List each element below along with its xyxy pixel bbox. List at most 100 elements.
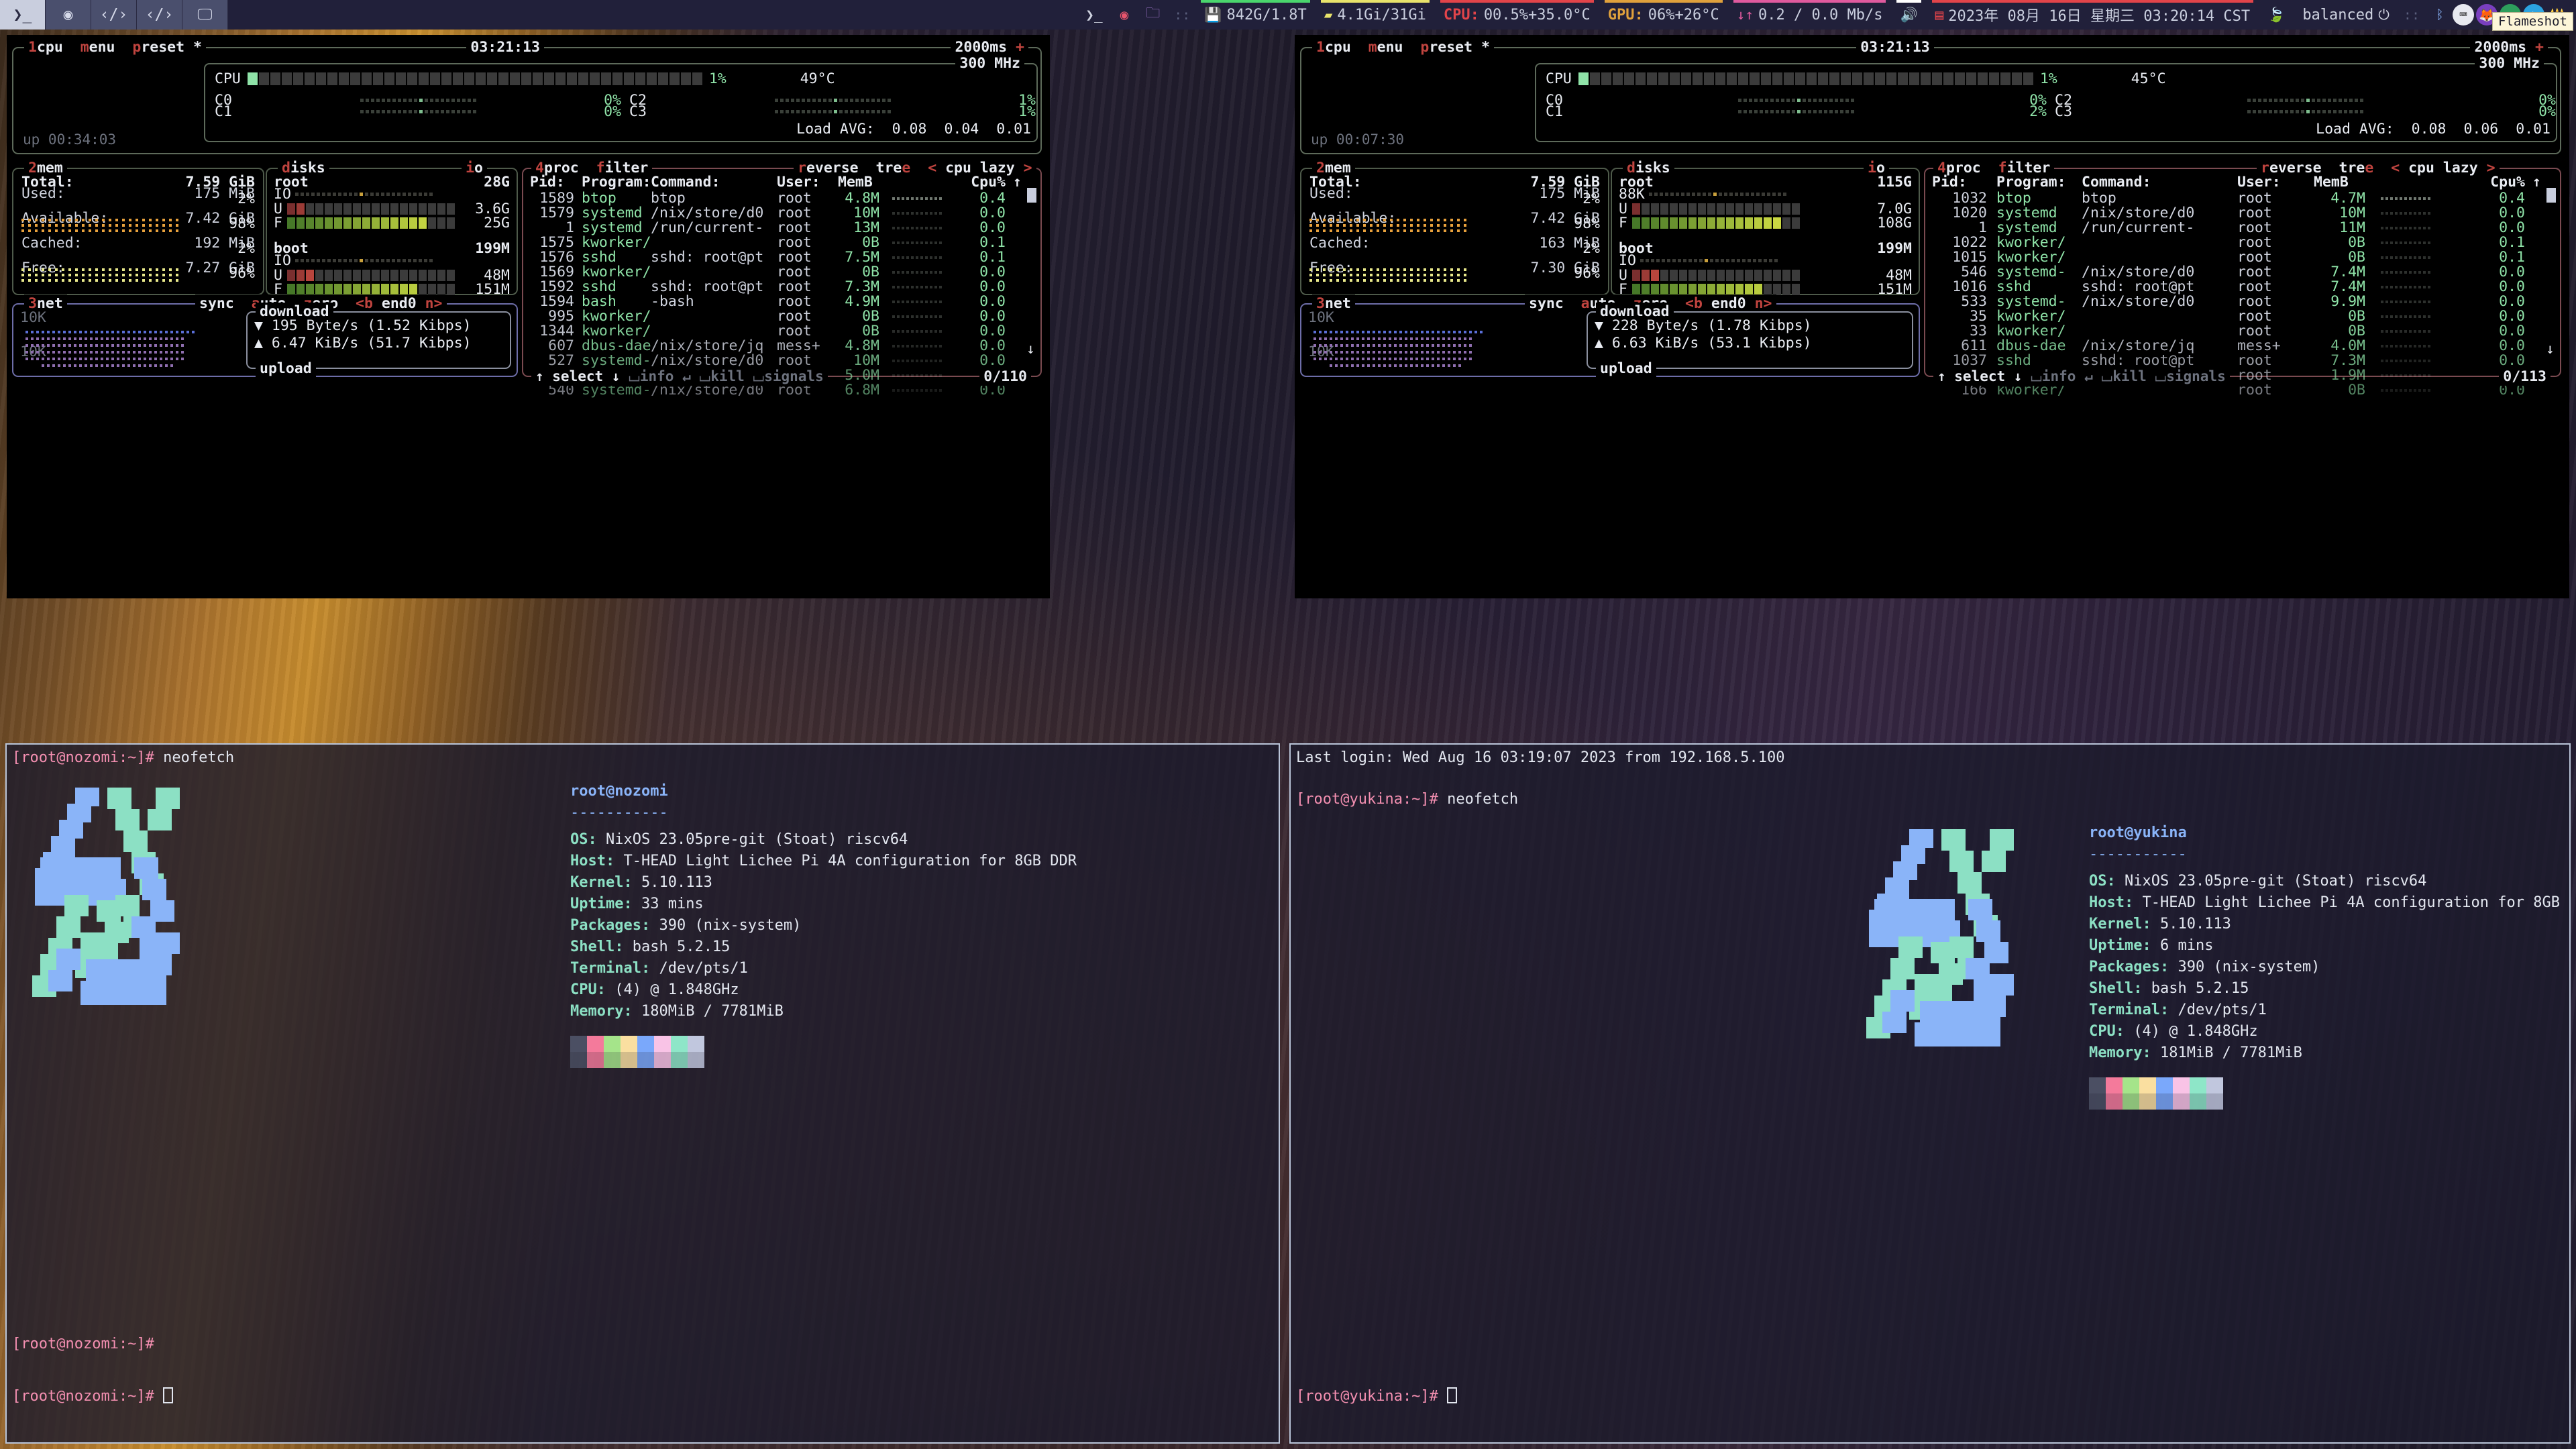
proc-row[interactable]: 1022 kworker/root 0B 0.1: [1932, 233, 2542, 251]
bluetooth-icon[interactable]: ᛒ: [2436, 7, 2444, 22]
proc-scroll-down-icon[interactable]: ↓: [2546, 341, 2555, 358]
btop-proc-box[interactable]: 4proc filter reverse tree < cpu lazy > Pid…: [1924, 159, 2561, 398]
shell-icon[interactable]: ❯_: [1077, 0, 1111, 30]
btop-mem-box[interactable]: 2mem Total: 7.59 GiB Used: 175 MiB 2% Availabl…: [12, 159, 264, 295]
net-sync-button[interactable]: sync: [1529, 295, 1564, 312]
proc-header-2[interactable]: Command:: [2082, 174, 2151, 191]
mem-row-graph-2: [1309, 219, 1468, 233]
btop-interval[interactable]: 2000ms +: [2470, 38, 2548, 56]
proc-header-4[interactable]: MemB: [838, 174, 873, 191]
proc-row[interactable]: 1344 kworker/root 0B 0.0: [530, 322, 1023, 339]
btop-disks-box[interactable]: disks io root 115G 88K U 7.0G F 108G boot 199M IO U 4…: [1611, 159, 1920, 298]
stat-memory[interactable]: ▰ 4.1Gi/31Gi: [1316, 0, 1435, 30]
disk-free-bar-1: [286, 284, 455, 295]
code-launcher-2[interactable]: ‹/›: [137, 0, 182, 30]
browser-launcher[interactable]: ◉: [46, 0, 91, 30]
proc-filter-button[interactable]: ilter: [604, 160, 649, 176]
proc-row[interactable]: 1579 systemd/nix/store/d0 root 10M 0.0: [530, 204, 1023, 221]
neofetch-info-key: Kernel:: [2089, 916, 2151, 932]
btop-mem-box[interactable]: 2mem Total: 7.59 GiB Used: 175 MiB 2% Availabl…: [1300, 159, 1609, 295]
proc-row[interactable]: 546 systemd- /nix/store/d0 root 7.4M 0.0: [1932, 263, 2542, 280]
proc-row[interactable]: 33 kworker/root 0B 0.0: [1932, 322, 2542, 339]
cpu-frequency: 300 MHz: [955, 54, 1024, 72]
terminal-launcher[interactable]: ❯_: [0, 0, 46, 30]
terminal-window-right[interactable]: Last login: Wed Aug 16 03:19:07 2023 fro…: [1289, 743, 2571, 1444]
btop-window-left[interactable]: 1cpu menu preset * 03:21:13 2000ms + up 00:…: [7, 35, 1050, 598]
proc-row[interactable]: 1569 kworker/root 0B 0.0: [530, 263, 1023, 280]
proc-header-2[interactable]: Command:: [651, 174, 720, 191]
proc-header-5[interactable]: Cpu%: [971, 174, 1006, 191]
proc-header-1[interactable]: Program:: [582, 174, 651, 191]
proc-row[interactable]: 607 dbus-dae/nix/store/jq mess+ 4.8M 0.0: [530, 337, 1023, 354]
browser-icon[interactable]: ◉: [1112, 0, 1138, 30]
proc-row[interactable]: 611 dbus-dae/nix/store/jq mess+ 4.0M 0.0: [1932, 337, 2542, 354]
prompt-line-bottom[interactable]: [root@yukina:~]#: [1296, 1386, 1458, 1407]
proc-row[interactable]: 1037 sshd sshd: root@pt root 7.3M 0.0: [1932, 352, 2542, 369]
battery-indicator[interactable]: 🍃: [2259, 0, 2294, 30]
neofetch-info-value: (4) @ 1.848GHz: [2124, 1023, 2258, 1040]
menu-label[interactable]: enu: [1377, 39, 1403, 56]
display-launcher[interactable]: 🖵: [182, 0, 228, 30]
btop-proc-box[interactable]: 4proc filter reverse tree < cpu lazy > Pid…: [522, 159, 1042, 398]
proc-reverse-button[interactable]: everse: [806, 160, 859, 176]
proc-tree-button[interactable]: tre: [875, 160, 902, 176]
proc-row[interactable]: 1 systemd/run/current-root 13M 0.0: [530, 219, 1023, 236]
proc-scroll-down-icon[interactable]: ↓: [1026, 341, 1035, 358]
proc-header-3[interactable]: User:: [2237, 174, 2281, 191]
preset-label[interactable]: reset *: [141, 39, 202, 56]
net-iface-selector[interactable]: <b end0 n>: [356, 295, 443, 312]
proc-row[interactable]: 1 systemd/run/current-root 11M 0.0: [1932, 219, 2542, 236]
stat-volume[interactable]: 🔊: [1891, 0, 1926, 30]
btop-window-right[interactable]: 1cpu menu preset * 03:21:13 2000ms + up 00:…: [1295, 35, 2569, 598]
proc-row[interactable]: 1589 btop btop root 4.8M 0.4: [530, 189, 1023, 207]
proc-row[interactable]: 533 systemd- /nix/store/d0 root 9.9M 0.0: [1932, 292, 2542, 310]
stat-network[interactable]: ↓↑ 0.2 / 0.0 Mb/s: [1728, 0, 1892, 30]
proc-sort-selector[interactable]: < cpu lazy >: [928, 160, 1032, 176]
terminal-window-left[interactable]: [root@nozomi:~]# neofetch root@nozomi ----…: [5, 743, 1280, 1444]
proc-row[interactable]: 1015 kworker/root 0B 0.1: [1932, 248, 2542, 266]
btop-interval[interactable]: 2000ms +: [951, 38, 1028, 56]
power-profile[interactable]: balanced ⏻: [2294, 0, 2398, 30]
stat-gpu[interactable]: GPU: 06%+26°C: [1599, 0, 1728, 30]
prompt-line-bottom[interactable]: [root@nozomi:~]#: [12, 1386, 174, 1407]
neofetch-info-row: Uptime: 33 mins: [570, 894, 704, 915]
proc-row[interactable]: 527 systemd-/nix/store/d0 root 10M 0.0: [530, 352, 1023, 369]
proc-header-0[interactable]: Pid:: [1932, 174, 1967, 191]
proc-scrollbar[interactable]: [2546, 188, 2556, 203]
stat-cpu[interactable]: CPU: 00.5%+35.0°C: [1435, 0, 1599, 30]
proc-header-5[interactable]: Cpu%: [2490, 174, 2525, 191]
btop-cpu-box[interactable]: 1cpu menu preset * 03:21:13 2000ms + up 00:…: [12, 38, 1042, 154]
stat-disk[interactable]: 💾 842G/1.8T: [1195, 0, 1315, 30]
btop-cpu-box[interactable]: 1cpu menu preset * 03:21:13 2000ms + up 00:…: [1300, 38, 2561, 154]
proc-sort-selector[interactable]: < cpu lazy >: [2391, 160, 2496, 176]
btop-disks-box[interactable]: disks io root 28G IO U 3.6G F 25G boot 199M IO U 48M F…: [266, 159, 518, 298]
proc-row[interactable]: 1016 sshd sshd: root@pt root 7.4M 0.0: [1932, 278, 2542, 295]
proc-row[interactable]: 1032 btop btop root 4.7M 0.4: [1932, 189, 2542, 207]
proc-reverse-button[interactable]: everse: [2269, 160, 2322, 176]
net-sync-button[interactable]: sync: [199, 295, 234, 312]
proc-header-3[interactable]: User:: [777, 174, 820, 191]
proc-tree-button[interactable]: tre: [2339, 160, 2365, 176]
net-iface-selector[interactable]: <b end0 n>: [1685, 295, 1772, 312]
proc-header-1[interactable]: Program:: [1996, 174, 2066, 191]
stat-clock[interactable]: ▤ 2023年 08月 16日 星期三 03:20:14 CST: [1927, 0, 2259, 30]
keyboard-icon[interactable]: ⌨: [2453, 4, 2474, 25]
proc-row[interactable]: 35 kworker/root 0B 0.0: [1932, 307, 2542, 325]
code-launcher-1[interactable]: ‹/›: [91, 0, 137, 30]
folder-icon[interactable]: 🗀: [1137, 0, 1169, 30]
proc-scrollbar[interactable]: [1027, 188, 1036, 203]
proc-row[interactable]: 1576 sshd sshd: root@pt root 7.5M 0.1: [530, 248, 1023, 266]
proc-header-4[interactable]: MemB: [2314, 174, 2349, 191]
proc-row[interactable]: 995 kworker/root 0B 0.0: [530, 307, 1023, 325]
preset-label[interactable]: reset *: [1429, 39, 1490, 56]
proc-row[interactable]: 1594 bash -bash root 4.9M 0.0: [530, 292, 1023, 310]
proc-filter-button[interactable]: ilter: [2006, 160, 2051, 176]
proc-header-0[interactable]: Pid:: [530, 174, 565, 191]
proc-row[interactable]: 1592 sshd sshd: root@pt root 7.3M 0.0: [530, 278, 1023, 295]
proc-pid: 1579: [539, 205, 574, 221]
proc-row[interactable]: 1575 kworker/root 0B 0.1: [530, 233, 1023, 251]
menu-label[interactable]: enu: [89, 39, 115, 56]
proc-row[interactable]: 1020 systemd/nix/store/d0 root 10M 0.0: [1932, 204, 2542, 221]
